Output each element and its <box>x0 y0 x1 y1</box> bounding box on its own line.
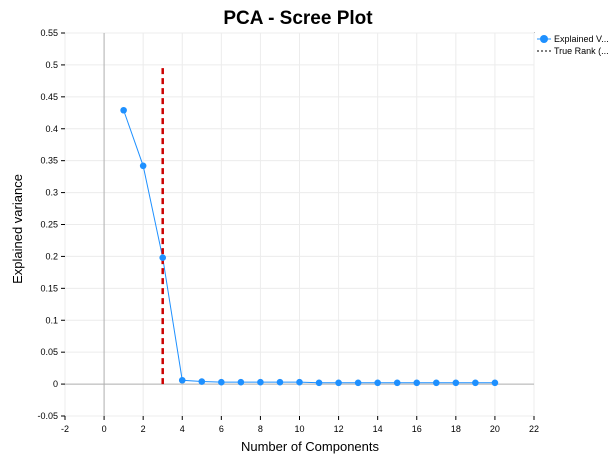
x-tick-label: 14 <box>373 424 383 434</box>
x-tick-label: 6 <box>219 424 224 434</box>
y-tick-label: 0.1 <box>45 315 58 325</box>
tick-labels: -2 0 2 4 6 8 10 12 14 16 18 20 22 -0.05 0 0.05 0.1 0.15 0.… <box>37 28 539 434</box>
data-point <box>178 376 186 384</box>
data-point <box>452 379 460 387</box>
x-tick-label: -2 <box>61 424 69 434</box>
data-point <box>296 378 303 386</box>
y-axis-title: Explained variance <box>10 174 25 284</box>
data-point <box>315 379 323 387</box>
y-tick-label: 0.35 <box>40 156 58 166</box>
data-point <box>159 254 167 261</box>
y-tick-label: 0.25 <box>40 220 58 230</box>
legend-label-true-rank: True Rank (... <box>554 46 608 56</box>
y-tick-label: 0.2 <box>45 251 58 261</box>
legend-marker-explained <box>540 35 548 43</box>
x-tick-label: 10 <box>294 424 304 434</box>
data-point <box>374 379 381 387</box>
data-point <box>393 379 401 387</box>
x-tick-label: 22 <box>529 424 539 434</box>
y-tick-label: 0 <box>53 379 58 389</box>
data-point <box>276 378 284 386</box>
x-tick-label: 12 <box>334 424 344 434</box>
y-tick-label: 0.15 <box>40 283 58 293</box>
y-tick-label: 0.5 <box>45 60 58 70</box>
data-point <box>218 378 225 386</box>
chart-title: PCA - Scree Plot <box>223 8 373 29</box>
x-tick-label: 0 <box>102 424 107 434</box>
data-point <box>432 379 440 387</box>
y-tick-label: 0.45 <box>40 92 58 102</box>
data-point <box>257 378 264 386</box>
data-point <box>237 378 245 386</box>
x-tick-label: 20 <box>490 424 500 434</box>
y-tick-label: 0.3 <box>45 188 58 198</box>
data-point <box>139 162 147 170</box>
data-point <box>198 378 206 385</box>
data-point <box>335 379 342 387</box>
y-tick-label: -0.05 <box>37 411 58 421</box>
data-point <box>354 379 362 387</box>
y-tick-label: 0.4 <box>45 124 58 134</box>
x-tick-label: 8 <box>258 424 263 434</box>
series <box>120 64 499 387</box>
data-point <box>491 379 499 387</box>
x-tick-label: 2 <box>141 424 146 434</box>
x-tick-label: 18 <box>451 424 461 434</box>
legend: Explained V... True Rank (... <box>537 34 608 56</box>
legend-label-explained: Explained V... <box>554 34 608 44</box>
x-tick-label: 4 <box>180 424 185 434</box>
data-point <box>472 379 479 387</box>
y-tick-label: 0.55 <box>40 28 58 38</box>
y-tick-label: 0.05 <box>40 347 58 357</box>
x-axis-title: Number of Components <box>241 439 380 454</box>
x-tick-label: 16 <box>412 424 422 434</box>
data-point <box>413 379 421 387</box>
data-point <box>120 106 127 114</box>
